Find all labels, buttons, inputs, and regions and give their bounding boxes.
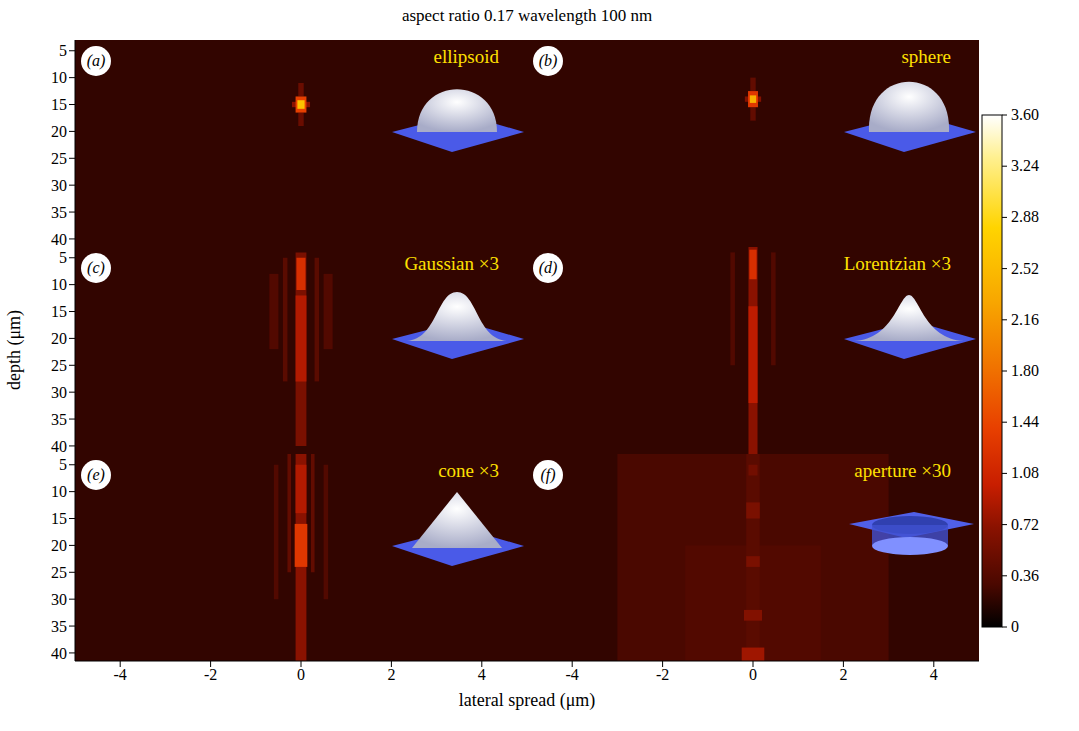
svg-text:40: 40: [51, 438, 67, 454]
svg-text:30: 30: [51, 177, 67, 194]
html-text:cone ×3: cone ×3: [438, 460, 499, 481]
svg-text:4: 4: [478, 666, 486, 683]
svg-text:5: 5: [59, 249, 67, 266]
svg-text:40: 40: [51, 645, 67, 662]
svg-text:15: 15: [51, 510, 67, 527]
html-text:(d): (d): [538, 259, 558, 276]
html-text:aspect ratio 0.17 wavelength 1: aspect ratio 0.17 wavelength 100 nm: [401, 6, 653, 25]
svg-text:1.08: 1.08: [1011, 464, 1039, 481]
svg-text:0.72: 0.72: [1011, 516, 1039, 533]
html-text:Lorentzian ×3: Lorentzian ×3: [843, 253, 951, 274]
svg-text:20: 20: [51, 123, 67, 140]
svg-text:-4: -4: [114, 666, 127, 683]
html-text:ellipsoid: ellipsoid: [433, 46, 499, 67]
svg-text:30: 30: [51, 384, 67, 401]
svg-text:-2: -2: [204, 666, 217, 683]
svg-text:2.52: 2.52: [1011, 260, 1039, 277]
html-text:(e): (e): [87, 466, 105, 483]
html-text:aperture ×30: aperture ×30: [854, 460, 951, 481]
svg-text:10: 10: [51, 276, 67, 293]
svg-text:40: 40: [51, 231, 67, 247]
svg-text:-4: -4: [566, 666, 579, 683]
svg-text:1.80: 1.80: [1011, 362, 1039, 379]
svg-text:3.60: 3.60: [1011, 106, 1039, 123]
svg-text:35: 35: [51, 204, 67, 221]
svg-text:10: 10: [51, 69, 67, 86]
svg-text:1.44: 1.44: [1011, 413, 1039, 430]
svg-text:15: 15: [51, 303, 67, 320]
svg-text:5: 5: [59, 42, 67, 59]
svg-text:2: 2: [839, 666, 847, 683]
svg-text:2.16: 2.16: [1011, 311, 1039, 328]
html-text:Gaussian ×3: Gaussian ×3: [404, 253, 499, 274]
svg-text:2: 2: [387, 666, 395, 683]
svg-text:2.88: 2.88: [1011, 208, 1039, 225]
html-text:(f): (f): [540, 466, 556, 483]
svg-text:0: 0: [1011, 618, 1019, 635]
svg-text:10: 10: [51, 483, 67, 500]
svg-text:30: 30: [51, 591, 67, 608]
svg-text:0: 0: [749, 666, 757, 683]
svg-text:25: 25: [51, 150, 67, 167]
html-text:(c): (c): [87, 259, 105, 276]
svg-text:20: 20: [51, 537, 67, 554]
svg-text:35: 35: [51, 618, 67, 635]
html-text:(a): (a): [86, 52, 106, 69]
svg-text:35: 35: [51, 411, 67, 428]
html-text:lateral spread (μm): lateral spread (μm): [458, 690, 596, 710]
html-text:depth (μm): depth (μm): [3, 309, 24, 391]
svg-text:25: 25: [51, 564, 67, 581]
svg-text:3.24: 3.24: [1011, 157, 1039, 174]
html-text:(b): (b): [538, 52, 558, 69]
svg-text:0: 0: [297, 666, 305, 683]
svg-text:-2: -2: [656, 666, 669, 683]
svg-text:5: 5: [59, 456, 67, 473]
html-text:sphere: sphere: [901, 46, 951, 67]
svg-text:25: 25: [51, 357, 67, 374]
svg-text:15: 15: [51, 96, 67, 113]
svg-text:4: 4: [930, 666, 938, 683]
svg-text:0.36: 0.36: [1011, 567, 1039, 584]
svg-text:20: 20: [51, 330, 67, 347]
